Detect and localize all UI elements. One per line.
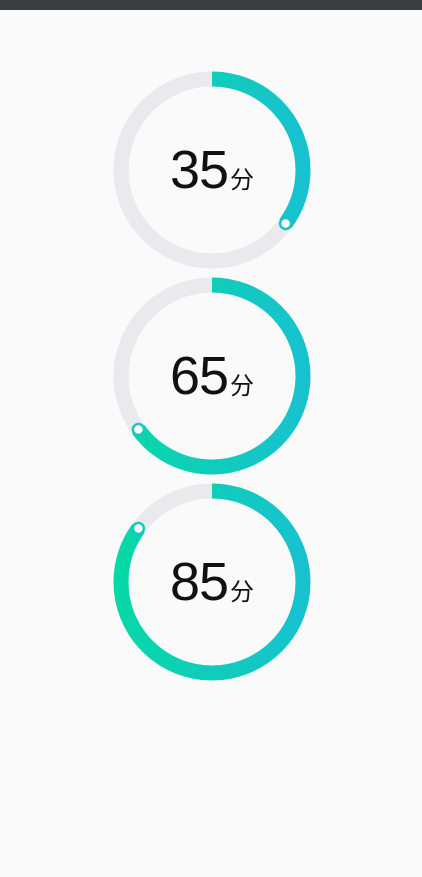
score-gauge-65: 65 分 xyxy=(108,272,316,480)
gauge-knob xyxy=(278,216,293,231)
gauge-progress-arc xyxy=(113,483,311,681)
gauge-ring xyxy=(113,483,311,681)
gauge-progress-arc xyxy=(113,277,311,475)
score-unit: 分 xyxy=(230,372,255,400)
score-gauge-35: 35 分 xyxy=(108,66,316,274)
gauge-knob xyxy=(131,422,146,437)
gauge-ring xyxy=(113,71,311,269)
gauge-knob xyxy=(131,521,146,536)
status-bar xyxy=(0,0,422,10)
gauge-label: 85 分 xyxy=(108,478,316,686)
gauge-progress-arc xyxy=(113,71,311,269)
gauge-label: 65 分 xyxy=(108,272,316,480)
score-value: 85 xyxy=(169,552,229,612)
score-gauge-85: 85 分 xyxy=(108,478,316,686)
score-unit: 分 xyxy=(230,578,255,606)
gauge-label: 35 分 xyxy=(108,66,316,274)
score-value: 65 xyxy=(169,346,229,406)
score-value: 35 xyxy=(169,140,229,200)
score-unit: 分 xyxy=(230,166,255,194)
gauge-ring xyxy=(113,277,311,475)
